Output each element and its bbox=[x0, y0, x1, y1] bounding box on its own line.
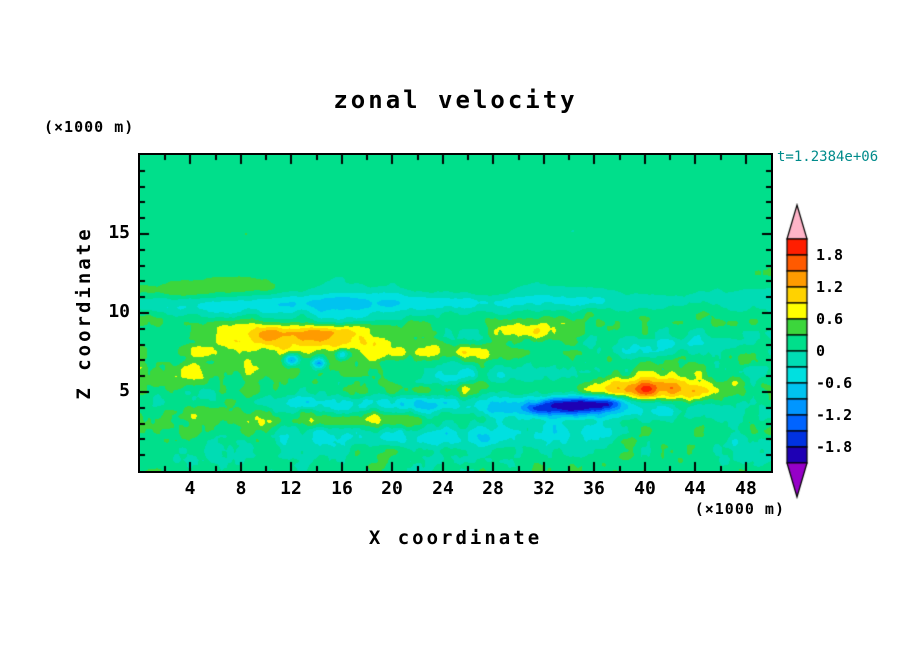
x-axis-unit-label: (×1000 m) bbox=[694, 500, 785, 518]
colorbar-tick-label: -1.8 bbox=[816, 438, 853, 456]
x-tick-label: 44 bbox=[684, 478, 706, 499]
x-tick-label: 32 bbox=[533, 478, 555, 499]
plot-frame bbox=[138, 153, 773, 473]
x-axis-title: X coordinate bbox=[368, 527, 543, 549]
time-annotation: t=1.2384e+06 bbox=[777, 149, 879, 165]
x-tick-label: 40 bbox=[634, 478, 656, 499]
heatmap-canvas bbox=[140, 155, 771, 471]
colorbar-tick-label: 0.6 bbox=[816, 310, 844, 328]
x-tick-label: 20 bbox=[381, 478, 403, 499]
colorbar-tick-label: -0.6 bbox=[816, 374, 853, 392]
plot-title: zonal velocity bbox=[333, 86, 578, 114]
colorbar-tick-label: 1.2 bbox=[816, 278, 844, 296]
x-tick-label: 16 bbox=[331, 478, 353, 499]
colorbar bbox=[784, 203, 810, 501]
colorbar-tick-label: -1.2 bbox=[816, 406, 853, 424]
x-tick-label: 48 bbox=[735, 478, 757, 499]
x-tick-label: 24 bbox=[432, 478, 454, 499]
z-axis-unit-label: (×1000 m) bbox=[44, 118, 135, 136]
x-tick-label: 36 bbox=[583, 478, 605, 499]
x-tick-label: 8 bbox=[235, 478, 247, 499]
x-tick-label: 12 bbox=[280, 478, 302, 499]
x-tick-label: 28 bbox=[482, 478, 504, 499]
x-tick-label: 4 bbox=[184, 478, 196, 499]
z-axis-title: Z coordinate bbox=[73, 226, 95, 400]
colorbar-tick-label: 0 bbox=[816, 342, 826, 360]
colorbar-tick-label: 1.8 bbox=[816, 246, 844, 264]
